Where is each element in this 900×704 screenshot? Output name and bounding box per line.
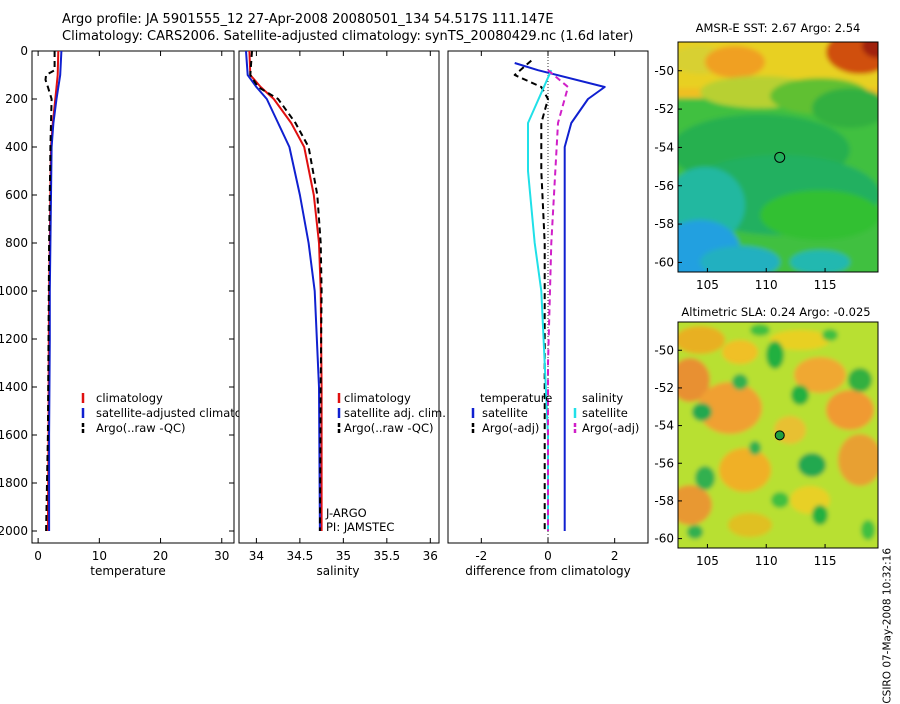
lat-tick-label: -58 [654,494,674,508]
x-tick-label: 35.5 [373,549,400,563]
sla-map-lat-ticks: -50 -52 -54 -56 -58 -60 [654,343,682,546]
lat-tick-label: -50 [654,64,674,78]
series-line-argo-raw-qc- [249,51,323,532]
x-tick-label: 0 [544,549,552,563]
legend-label-climatology: climatology [344,391,411,405]
salinity-lines [245,51,323,532]
y-tick-label: 200 [5,92,28,106]
sla-map-panel: Altimetric SLA: 0.24 Argo: -0.025 [654,305,879,568]
lon-tick-label: 115 [814,554,837,568]
y-tick-label: 400 [5,140,28,154]
lat-tick-label: -58 [654,217,674,231]
series-line-salinity-argo-adj- [547,69,569,531]
temperature-legend: climatology satellite-adjusted climatolo… [81,391,266,435]
lon-tick-label: 115 [814,278,837,292]
lon-tick-label: 110 [755,278,778,292]
argo-location-marker [774,151,786,163]
lat-tick-label: -54 [654,419,674,433]
legend-label-satellite: satellite adj. clim. [344,406,446,420]
argo-location-marker [774,430,785,441]
sst-map-lon-ticks: 105 110 115 [696,268,837,292]
y-tick-label: 2000 [0,524,28,538]
sst-map-image [678,42,878,272]
legend-title-salinity: salinity [582,391,623,405]
lat-tick-label: -50 [654,343,674,357]
y-tick-label: 1800 [0,476,28,490]
temperature-lines [44,51,63,532]
x-tick-label: 36 [423,549,438,563]
series-line-satellite-adjusted-climatology [48,51,63,531]
x-tick-label: -2 [475,549,487,563]
sla-map-lon-ticks: 105 110 115 [696,544,837,568]
y-tick-label: 600 [5,188,28,202]
lat-tick-label: -60 [654,532,674,546]
salinity-xlabel: salinity [316,564,359,578]
salinity-ticks: 34 34.5 35 35.5 36 [249,51,438,563]
lon-tick-label: 105 [696,278,719,292]
x-tick-label: 10 [92,549,107,563]
sla-map-title: Altimetric SLA: 0.24 Argo: -0.025 [681,305,870,319]
legend-label-temp-satellite: satellite [482,406,528,420]
difference-ticks: -2 0 2 [475,51,618,563]
lat-tick-label: -52 [654,381,674,395]
y-tick-label: 1600 [0,428,28,442]
depth-ticks: 0 200 400 600 800 1000 1200 1400 1600 1800 2000 [0,44,234,538]
lon-tick-label: 110 [755,554,778,568]
series-line-temperature-satellite [514,62,606,531]
legend-label-climatology: climatology [96,391,163,405]
series-line-argo-raw-qc- [44,51,56,532]
lat-tick-label: -56 [654,179,674,193]
sla-map-frame [677,321,879,549]
y-tick-label: 800 [5,236,28,250]
difference-lines [513,59,606,531]
x-tick-label: 0 [34,549,42,563]
x-tick-label: 20 [153,549,168,563]
timestamp-stamp: CSIRO 07-May-2008 10:32:16 [882,548,894,704]
lat-tick-label: -60 [654,255,674,269]
y-tick-label: 1000 [0,284,28,298]
y-tick-label: 0 [20,44,28,58]
legend-label-temp-argo: Argo(-adj) [482,421,539,435]
lat-tick-label: -56 [654,456,674,470]
legend-label-argo: Argo(..raw -QC) [344,421,434,435]
x-tick-label: 35 [336,549,351,563]
sst-map-lat-ticks: -50 -52 -54 -56 -58 -60 [654,64,682,269]
y-tick-label: 1400 [0,380,28,394]
sla-map-image [678,322,878,548]
figure-title-line2: Climatology: CARS2006. Satellite-adjuste… [62,29,634,44]
legend-label-satellite: satellite-adjusted climatology [96,406,266,420]
sst-map-frame [677,41,879,273]
y-tick-label: 1200 [0,332,28,346]
legend-title-temperature: temperature [480,391,552,405]
series-line-satellite-adj-clim- [245,51,321,532]
temperature-axes-frame [31,50,235,544]
x-tick-label: 34 [249,549,264,563]
x-tick-label: 2 [611,549,619,563]
temperature-xlabel: temperature [90,564,165,578]
legend-label-sal-argo: Argo(-adj) [582,421,639,435]
annotation-pi: PI: JAMSTEC [326,520,394,534]
lat-tick-label: -54 [654,140,674,154]
lat-tick-label: -52 [654,102,674,116]
sst-map-panel: AMSR-E SST: 2.67 Argo: 2.54 [654,21,879,292]
salinity-legend: climatology satellite adj. clim. Argo(..… [337,391,446,435]
difference-xlabel: difference from climatology [465,564,631,578]
lon-tick-label: 105 [696,554,719,568]
difference-legend: temperature satellite Argo(-adj) salinit… [471,391,639,435]
series-line-temperature-argo-adj- [513,59,549,531]
temperature-panel: 0 200 400 600 800 1000 1200 1400 1600 1800 2000 0 1… [0,44,266,578]
x-tick-label: 30 [214,549,229,563]
figure-title-line1: Argo profile: JA 5901555_12 27-Apr-2008 … [62,12,554,27]
temperature-ticks: 0 10 20 30 [34,51,229,563]
legend-label-argo: Argo(..raw -QC) [96,421,186,435]
difference-panel: -2 0 2 difference from climatology tempera… [447,50,649,578]
x-tick-label: 34.5 [287,549,314,563]
salinity-panel: 34 34.5 35 35.5 36 salinity climatology sate… [238,50,446,578]
salinity-axes-frame [238,50,440,544]
annotation-project: J-ARGO [325,506,367,520]
sst-map-title: AMSR-E SST: 2.67 Argo: 2.54 [696,21,861,35]
legend-label-sal-satellite: satellite [582,406,628,420]
